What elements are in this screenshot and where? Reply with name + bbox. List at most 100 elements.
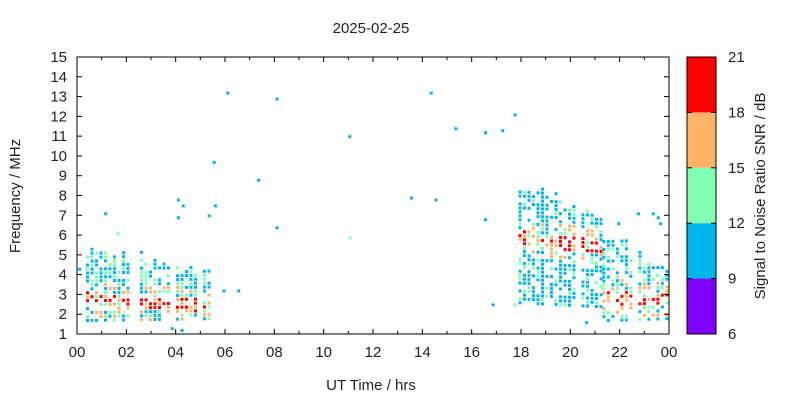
data-point — [665, 293, 669, 297]
data-point — [86, 295, 89, 299]
data-point — [595, 281, 598, 285]
data-point — [615, 310, 619, 314]
data-point — [595, 221, 598, 225]
data-point — [572, 268, 576, 272]
data-point — [665, 273, 669, 277]
data-point — [656, 289, 660, 293]
data-point — [153, 310, 157, 314]
data-point — [104, 287, 107, 291]
data-point — [599, 230, 603, 233]
data-point — [140, 266, 143, 270]
data-point — [104, 271, 107, 275]
data-point — [536, 203, 540, 207]
data-point — [554, 208, 558, 212]
data-point — [611, 243, 615, 247]
data-point — [624, 290, 628, 294]
data-point — [545, 274, 549, 278]
data-point — [527, 191, 531, 194]
data-point — [527, 194, 531, 198]
data-point — [523, 234, 526, 238]
data-point — [86, 267, 89, 271]
data-point — [491, 303, 495, 307]
data-point — [113, 287, 116, 290]
data-point — [599, 245, 603, 249]
data-point — [95, 311, 98, 314]
data-point — [647, 305, 651, 309]
data-point — [545, 227, 549, 231]
data-point — [550, 247, 553, 251]
data-point — [518, 210, 522, 214]
data-point — [620, 239, 624, 243]
data-point — [176, 216, 180, 220]
data-point — [545, 235, 549, 239]
data-point — [95, 275, 98, 279]
data-point — [595, 301, 598, 304]
data-point — [572, 292, 576, 295]
data-point — [122, 267, 125, 270]
data-point — [568, 212, 571, 216]
data-point — [568, 216, 571, 220]
data-point — [550, 199, 553, 203]
data-point — [122, 278, 125, 282]
data-point — [651, 305, 655, 309]
data-point — [86, 263, 89, 267]
data-point — [108, 263, 112, 267]
data-point — [651, 212, 655, 216]
data-point — [126, 306, 130, 310]
data-point — [602, 271, 606, 275]
data-point — [170, 327, 174, 331]
data-point — [638, 266, 642, 270]
data-point — [586, 304, 589, 308]
data-point — [99, 251, 103, 255]
data-point — [104, 295, 107, 298]
data-point — [568, 248, 571, 252]
data-point — [194, 313, 197, 317]
data-point — [189, 277, 193, 281]
data-point — [523, 250, 526, 254]
data-point — [606, 255, 610, 259]
data-point — [180, 293, 184, 297]
data-point — [126, 267, 130, 270]
x-tick-label: 00 — [661, 344, 678, 361]
data-point — [117, 282, 121, 286]
data-point — [615, 279, 619, 283]
data-point — [144, 306, 148, 310]
x-tick-label: 04 — [167, 344, 184, 361]
data-point — [602, 279, 606, 283]
data-point — [122, 259, 125, 263]
data-point — [545, 207, 549, 211]
data-point — [606, 319, 610, 322]
data-point — [599, 237, 603, 241]
data-point — [180, 282, 184, 285]
data-point — [550, 239, 553, 243]
data-point — [140, 290, 143, 294]
data-point — [581, 284, 585, 288]
colorbar: 6 9 12 15 18 21 — [686, 49, 745, 343]
data-point — [602, 240, 606, 243]
data-point — [586, 272, 589, 276]
data-point — [586, 276, 589, 280]
data-point — [167, 309, 170, 313]
data-point — [153, 262, 157, 266]
data-point — [624, 271, 628, 274]
data-point — [95, 318, 98, 322]
data-point — [117, 298, 121, 302]
data-point — [638, 302, 642, 306]
data-point — [117, 314, 121, 318]
data-point — [158, 314, 161, 317]
data-point — [140, 278, 143, 282]
data-point — [167, 305, 170, 309]
data-point — [518, 238, 522, 241]
data-point — [572, 296, 576, 299]
data-point — [185, 305, 188, 309]
data-point — [595, 217, 598, 221]
data-point — [153, 298, 157, 302]
data-point — [620, 314, 624, 318]
data-point — [595, 265, 598, 269]
data-point — [624, 263, 628, 267]
data-point — [518, 218, 522, 222]
data-point — [563, 303, 567, 307]
data-point — [660, 305, 664, 309]
data-point — [86, 255, 89, 259]
data-point — [572, 220, 576, 224]
